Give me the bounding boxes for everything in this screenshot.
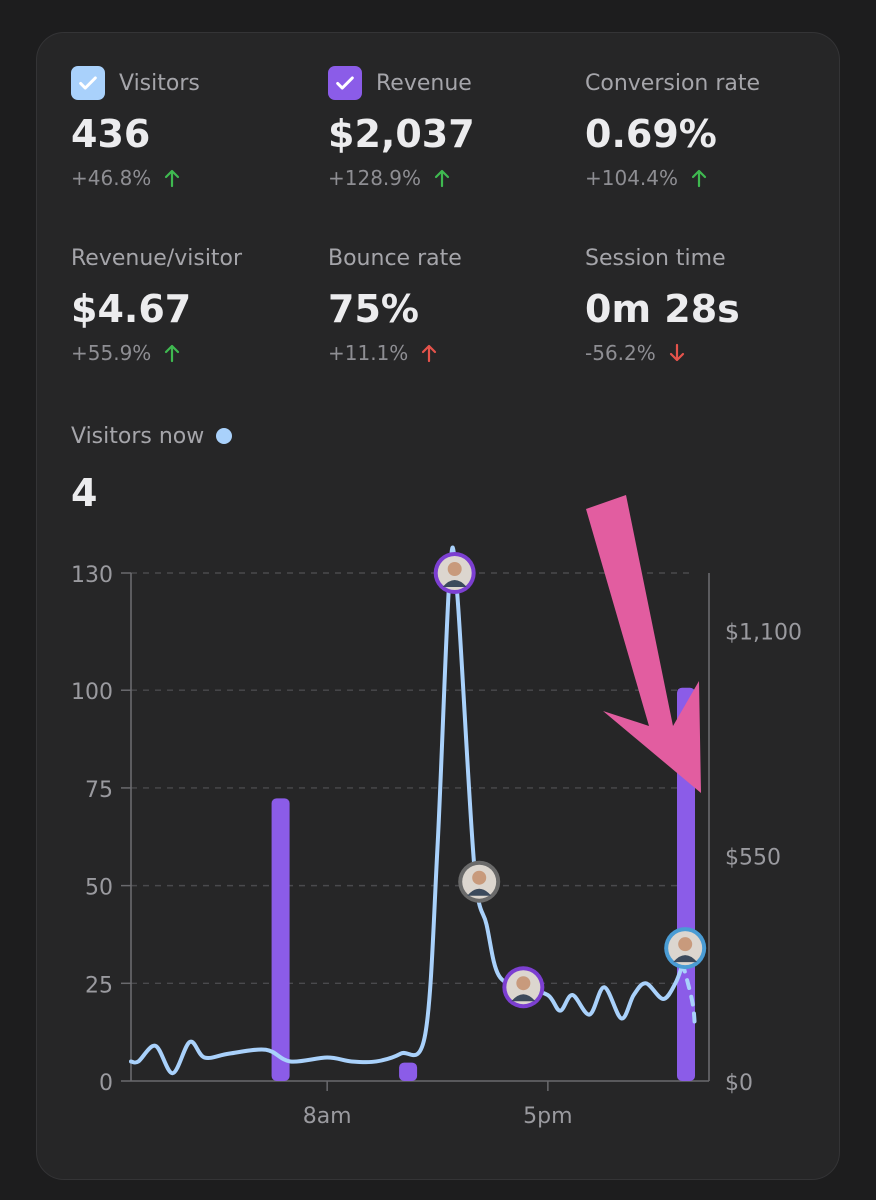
- revenue-bar: [271, 798, 290, 1081]
- visitors-projection-line: [680, 961, 697, 1033]
- avatar-head: [447, 562, 462, 576]
- revenue-checkbox[interactable]: [328, 66, 362, 100]
- chart-grid: [131, 572, 695, 985]
- arrow-up-icon: [691, 169, 707, 188]
- avatar-body: [442, 580, 467, 587]
- live-dot-icon: [216, 428, 233, 444]
- metric-change: +55.9%: [71, 339, 321, 367]
- change-text: +104.4%: [585, 166, 679, 190]
- y-tick-label: 75: [85, 778, 113, 803]
- metric-revenue-per-visitor[interactable]: Revenue/visitor $4.67 +55.9%: [71, 241, 321, 367]
- y-tick-label: 25: [85, 973, 113, 998]
- metric-label: Revenue: [376, 70, 472, 96]
- y-tick-label: 0: [99, 1071, 113, 1096]
- metric-change: +46.8%: [71, 164, 321, 192]
- arrow-up-icon: [165, 169, 180, 188]
- avatar-body: [467, 888, 492, 896]
- analytics-card: Visitors 436 +46.8% Revenue $2,037 +128.…: [36, 32, 840, 1180]
- arrow-up-icon: [165, 344, 180, 363]
- metric-value: 75%: [328, 287, 419, 331]
- arrow-down-icon: [669, 343, 684, 362]
- metric-revenue[interactable]: Revenue $2,037 +128.9%: [328, 66, 578, 192]
- metric-value: $4.67: [71, 287, 192, 331]
- metric-visitors[interactable]: Visitors 436 +46.8%: [71, 66, 321, 192]
- visitors-checkbox[interactable]: [71, 66, 105, 100]
- visitors-now-value: 4: [71, 471, 98, 515]
- y2-tick-label: $1,100: [725, 620, 802, 645]
- metric-change: +11.1%: [328, 339, 578, 367]
- metric-change: +104.4%: [585, 164, 835, 192]
- visitor-avatars[interactable]: [433, 552, 707, 1009]
- y2-tick-label: $550: [725, 846, 781, 871]
- metric-value: $2,037: [328, 112, 475, 156]
- avatar-body: [511, 994, 536, 1002]
- visitor-avatar-icon[interactable]: [502, 966, 545, 1009]
- change-text: +11.1%: [328, 341, 409, 365]
- avatar-head: [678, 937, 693, 952]
- visitors-now-label: Visitors now: [71, 423, 205, 449]
- change-text: +46.8%: [71, 166, 152, 190]
- metric-label: Session time: [585, 245, 726, 271]
- metric-value: 436: [71, 112, 151, 156]
- revenue-bar: [399, 1062, 418, 1081]
- visitor-avatar-icon[interactable]: [458, 860, 501, 903]
- chart-axes: 0 25 50 75 100 130 $0 $550 $1,100 8am 5pm: [71, 563, 802, 1129]
- x-tick-label: 5pm: [523, 1104, 572, 1129]
- metric-session-time[interactable]: Session time 0m 28s -56.2%: [585, 241, 835, 367]
- y-tick-label: 100: [71, 680, 113, 705]
- metric-value: 0m 28s: [585, 287, 740, 331]
- change-text: -56.2%: [585, 341, 656, 365]
- metric-label: Visitors: [119, 70, 200, 96]
- arrow-up-icon: [434, 169, 450, 188]
- metric-label: Bounce rate: [328, 245, 462, 271]
- metric-change: -56.2%: [585, 339, 835, 367]
- visitor-avatar-icon[interactable]: [664, 927, 707, 970]
- metric-bounce-rate[interactable]: Bounce rate 75% +11.1%: [328, 241, 578, 367]
- avatar-head: [516, 976, 531, 991]
- y2-tick-label: $0: [725, 1071, 753, 1096]
- y-tick-label: 50: [85, 876, 113, 901]
- arrow-up-icon: [422, 344, 437, 363]
- avatar-body: [673, 955, 698, 963]
- metric-change: +128.9%: [328, 164, 578, 192]
- change-text: +128.9%: [328, 166, 422, 190]
- change-text: +55.9%: [71, 341, 152, 365]
- visitors-now-header: Visitors now: [71, 419, 233, 453]
- metric-label: Conversion rate: [585, 70, 761, 96]
- visitors-line: [129, 545, 685, 1076]
- checkmark-icon: [79, 76, 97, 90]
- metric-value: 0.69%: [585, 112, 717, 156]
- traffic-chart[interactable]: 0 25 50 75 100 130 $0 $550 $1,100 8am 5pm: [37, 33, 841, 1181]
- x-tick-label: 8am: [303, 1104, 352, 1129]
- metric-label: Revenue/visitor: [71, 245, 243, 271]
- avatar-head: [472, 870, 487, 885]
- checkmark-icon: [336, 76, 354, 90]
- visitor-avatar-icon[interactable]: [433, 552, 476, 594]
- y-tick-label: 130: [71, 563, 113, 588]
- visitors-line-layer: [129, 545, 697, 1076]
- metric-conversion-rate[interactable]: Conversion rate 0.69% +104.4%: [585, 66, 835, 192]
- revenue-bar: [677, 687, 695, 1081]
